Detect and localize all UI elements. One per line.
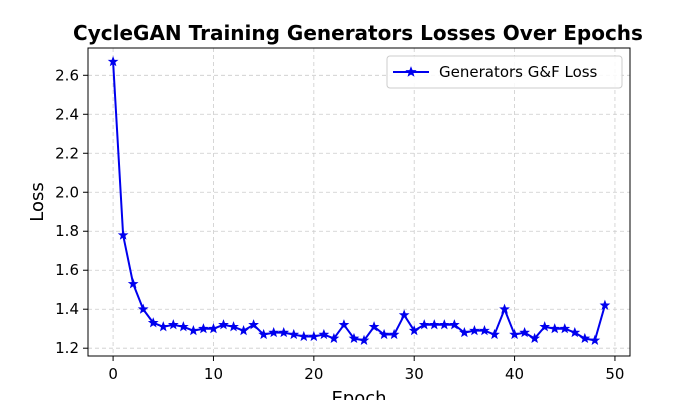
data-point bbox=[177, 321, 189, 332]
x-tick-label: 30 bbox=[405, 365, 424, 383]
x-axis-label: Epoch bbox=[331, 388, 386, 400]
x-tick-label: 10 bbox=[204, 365, 223, 383]
data-point bbox=[599, 299, 611, 310]
data-point bbox=[248, 319, 259, 330]
data-point bbox=[328, 332, 340, 344]
x-tick-label: 50 bbox=[605, 365, 624, 383]
legend: Generators G&F Loss bbox=[386, 55, 623, 89]
data-point bbox=[338, 319, 350, 330]
data-point bbox=[318, 328, 330, 340]
data-point bbox=[167, 319, 179, 330]
data-point bbox=[117, 229, 129, 240]
series-line bbox=[112, 61, 606, 342]
x-tick-label: 40 bbox=[505, 365, 524, 383]
data-point bbox=[378, 328, 390, 340]
y-axis: 1.2 1.4 1.6 1.8 2.0 2.2 2.4 2.6 bbox=[55, 66, 88, 357]
data-point bbox=[107, 56, 119, 67]
data-point bbox=[268, 326, 280, 338]
y-tick-label: 2.0 bbox=[55, 183, 79, 201]
data-point bbox=[559, 323, 571, 334]
data-point bbox=[258, 328, 270, 340]
chart-title: CycleGAN Training Generators Losses Over… bbox=[73, 21, 643, 45]
data-point bbox=[499, 303, 510, 314]
data-point bbox=[398, 309, 410, 320]
y-tick-label: 1.4 bbox=[55, 300, 79, 318]
data-point bbox=[529, 332, 541, 344]
data-point bbox=[569, 326, 581, 338]
data-point bbox=[489, 328, 500, 340]
data-point bbox=[448, 319, 460, 330]
data-point bbox=[408, 325, 420, 336]
data-point bbox=[428, 319, 440, 330]
data-point bbox=[438, 319, 450, 330]
data-point bbox=[368, 321, 380, 332]
x-axis: 0 10 20 30 40 50 bbox=[108, 356, 624, 383]
y-tick-label: 1.8 bbox=[55, 222, 79, 240]
data-point bbox=[479, 325, 490, 336]
data-point bbox=[137, 303, 149, 314]
grid bbox=[88, 48, 630, 356]
legend-star-marker bbox=[405, 66, 417, 77]
data-point bbox=[147, 317, 159, 328]
data-point bbox=[208, 323, 219, 334]
legend-box bbox=[386, 55, 623, 89]
data-point bbox=[218, 319, 229, 330]
y-tick-label: 2.4 bbox=[55, 105, 79, 123]
data-point bbox=[238, 325, 249, 336]
data-point bbox=[348, 332, 360, 344]
y-axis-label: Loss bbox=[27, 182, 48, 221]
data-point bbox=[278, 326, 290, 338]
data-point bbox=[459, 326, 470, 338]
data-point bbox=[539, 321, 551, 332]
y-tick-label: 2.6 bbox=[55, 66, 79, 84]
data-point bbox=[509, 328, 520, 340]
data-point bbox=[418, 319, 430, 330]
data-point bbox=[579, 332, 591, 344]
data-point bbox=[589, 334, 601, 345]
data-point bbox=[519, 326, 530, 338]
y-tick-label: 1.2 bbox=[55, 339, 79, 357]
data-point bbox=[358, 334, 370, 345]
y-tick-label: 1.6 bbox=[55, 261, 79, 279]
x-tick-label: 20 bbox=[304, 365, 323, 383]
data-point bbox=[188, 325, 199, 336]
data-point bbox=[198, 323, 209, 334]
data-point bbox=[298, 330, 310, 342]
data-point bbox=[388, 328, 400, 340]
plot-frame bbox=[87, 47, 631, 357]
data-point bbox=[127, 278, 139, 289]
data-point bbox=[157, 321, 169, 332]
data-point bbox=[288, 328, 300, 340]
data-point bbox=[228, 321, 239, 332]
y-tick-label: 2.2 bbox=[55, 144, 79, 162]
data-point bbox=[308, 330, 320, 342]
x-tick-label: 0 bbox=[108, 365, 118, 383]
legend-label: Generators G&F Loss bbox=[439, 63, 598, 81]
data-point bbox=[469, 325, 480, 336]
plot-area bbox=[107, 56, 611, 345]
data-point bbox=[549, 323, 561, 334]
